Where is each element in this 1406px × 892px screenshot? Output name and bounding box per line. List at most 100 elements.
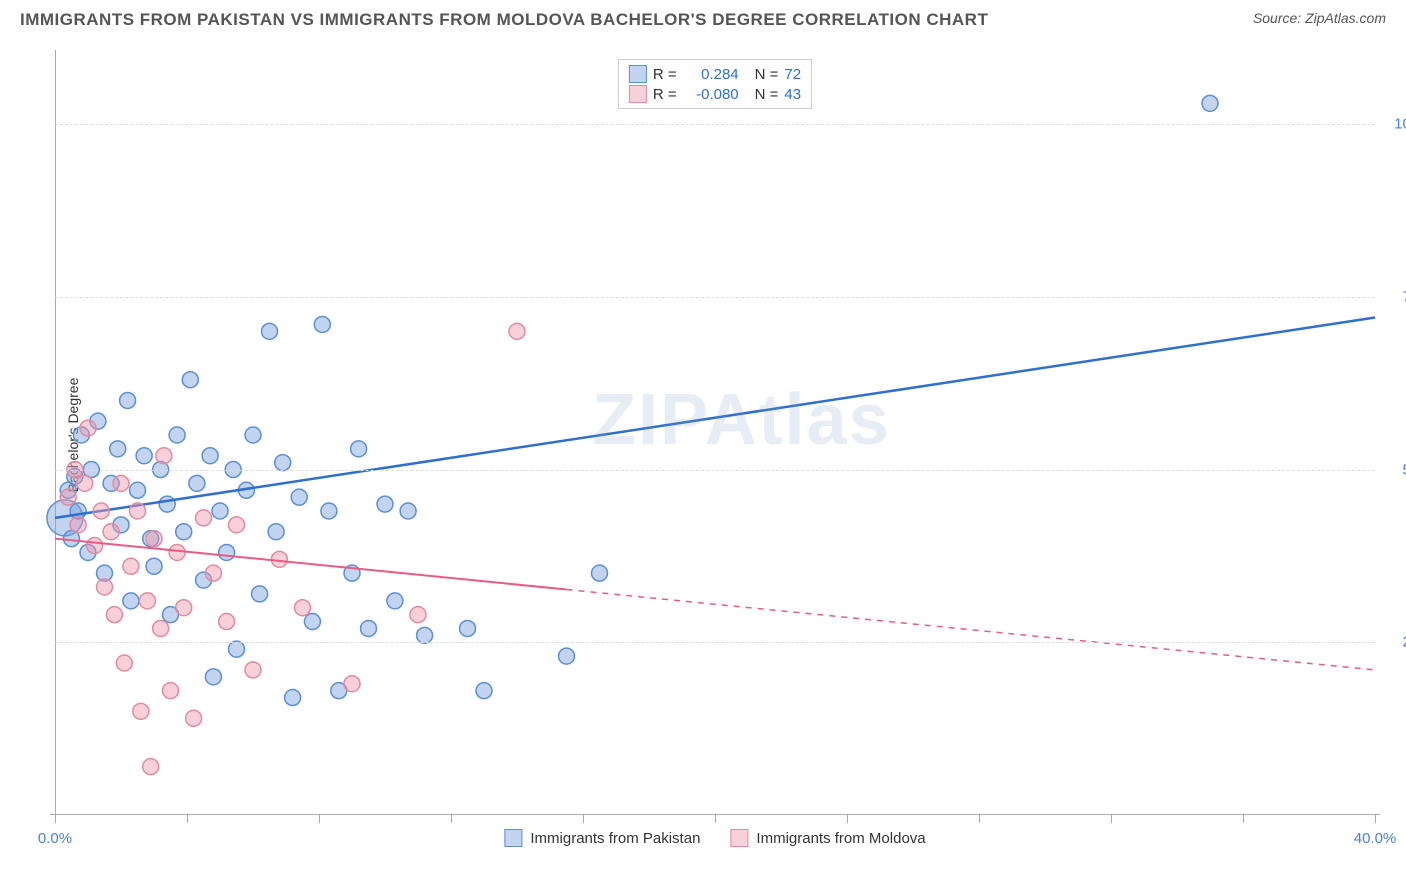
scatter-point-moldova — [410, 607, 426, 623]
legend-series-item: Immigrants from Moldova — [730, 829, 925, 847]
source-text: Source: ZipAtlas.com — [1253, 10, 1386, 26]
scatter-point-moldova — [106, 607, 122, 623]
scatter-point-pakistan — [476, 683, 492, 699]
scatter-point-pakistan — [219, 544, 235, 560]
x-tick — [1243, 815, 1244, 823]
scatter-point-pakistan — [130, 482, 146, 498]
scatter-point-moldova — [133, 703, 149, 719]
scatter-point-pakistan — [202, 448, 218, 464]
scatter-point-pakistan — [400, 503, 416, 519]
legend-swatch-pakistan — [629, 65, 647, 83]
legend-r-value: -0.080 — [683, 86, 739, 103]
legend-series-label: Immigrants from Pakistan — [530, 830, 700, 847]
scatter-point-pakistan — [275, 455, 291, 471]
scatter-point-moldova — [271, 551, 287, 567]
chart-container: Bachelor's Degree ZIPAtlas 25.0%50.0%75.… — [55, 55, 1375, 815]
plot-svg — [55, 55, 1375, 815]
scatter-point-pakistan — [314, 316, 330, 332]
scatter-point-pakistan — [159, 496, 175, 512]
title-bar: IMMIGRANTS FROM PAKISTAN VS IMMIGRANTS F… — [0, 0, 1406, 30]
scatter-point-pakistan — [189, 475, 205, 491]
x-tick — [1375, 815, 1376, 823]
trend-line-dashed-moldova — [567, 590, 1376, 670]
grid-line — [55, 297, 1375, 298]
x-tick — [55, 815, 56, 823]
scatter-point-moldova — [156, 448, 172, 464]
scatter-point-pakistan — [252, 586, 268, 602]
scatter-point-moldova — [130, 503, 146, 519]
plot-area: 25.0%50.0%75.0%100.0%0.0%40.0% — [55, 55, 1375, 815]
legend-series: Immigrants from Pakistan Immigrants from … — [504, 829, 925, 847]
legend-r-label: R = — [653, 86, 677, 103]
scatter-point-pakistan — [351, 441, 367, 457]
legend-swatch — [730, 829, 748, 847]
scatter-point-moldova — [116, 655, 132, 671]
source-label: Source: — [1253, 10, 1301, 26]
legend-r-value: 0.284 — [683, 66, 739, 83]
scatter-point-moldova — [87, 538, 103, 554]
legend-n-label: N = — [755, 66, 779, 83]
scatter-point-moldova — [245, 662, 261, 678]
scatter-point-moldova — [77, 475, 93, 491]
scatter-point-pakistan — [592, 565, 608, 581]
scatter-point-pakistan — [169, 427, 185, 443]
scatter-point-moldova — [196, 510, 212, 526]
scatter-point-moldova — [143, 759, 159, 775]
source-value: ZipAtlas.com — [1305, 10, 1386, 26]
scatter-point-moldova — [344, 676, 360, 692]
scatter-point-pakistan — [377, 496, 393, 512]
scatter-point-pakistan — [120, 392, 136, 408]
scatter-point-moldova — [205, 565, 221, 581]
scatter-point-pakistan — [559, 648, 575, 664]
x-tick — [187, 815, 188, 823]
scatter-point-moldova — [169, 544, 185, 560]
scatter-point-moldova — [80, 420, 96, 436]
legend-n-value: 43 — [784, 86, 801, 103]
scatter-point-moldova — [97, 579, 113, 595]
grid-line — [55, 470, 1375, 471]
x-tick — [979, 815, 980, 823]
scatter-point-pakistan — [291, 489, 307, 505]
scatter-point-pakistan — [205, 669, 221, 685]
legend-r-label: R = — [653, 66, 677, 83]
legend-correlation-row: R = 0.284 N = 72 — [629, 64, 801, 84]
legend-series-item: Immigrants from Pakistan — [504, 829, 700, 847]
x-tick — [847, 815, 848, 823]
scatter-point-pakistan — [285, 690, 301, 706]
x-tick — [451, 815, 452, 823]
y-tick-label: 100.0% — [1385, 116, 1406, 133]
scatter-point-moldova — [295, 600, 311, 616]
scatter-point-pakistan — [1202, 95, 1218, 111]
scatter-point-moldova — [153, 620, 169, 636]
scatter-point-pakistan — [136, 448, 152, 464]
scatter-point-pakistan — [268, 524, 284, 540]
x-tick-label: 40.0% — [1354, 830, 1397, 847]
chart-title: IMMIGRANTS FROM PAKISTAN VS IMMIGRANTS F… — [20, 10, 988, 30]
scatter-point-pakistan — [262, 323, 278, 339]
legend-n-value: 72 — [784, 66, 801, 83]
scatter-point-pakistan — [229, 641, 245, 657]
scatter-point-moldova — [146, 531, 162, 547]
trend-line-pakistan — [55, 318, 1375, 518]
scatter-point-moldova — [176, 600, 192, 616]
x-tick — [319, 815, 320, 823]
scatter-point-moldova — [113, 475, 129, 491]
y-tick-label: 50.0% — [1385, 461, 1406, 478]
scatter-point-pakistan — [321, 503, 337, 519]
grid-line — [55, 124, 1375, 125]
legend-correlation: R =0.284N =72R =-0.080N =43 — [618, 59, 812, 109]
scatter-point-pakistan — [110, 441, 126, 457]
scatter-point-moldova — [163, 683, 179, 699]
grid-line — [55, 642, 1375, 643]
x-tick — [583, 815, 584, 823]
scatter-point-moldova — [93, 503, 109, 519]
legend-swatch-moldova — [629, 85, 647, 103]
scatter-point-pakistan — [460, 620, 476, 636]
scatter-point-pakistan — [304, 614, 320, 630]
legend-series-label: Immigrants from Moldova — [756, 830, 925, 847]
scatter-point-moldova — [509, 323, 525, 339]
scatter-point-moldova — [70, 517, 86, 533]
legend-swatch — [504, 829, 522, 847]
scatter-point-pakistan — [176, 524, 192, 540]
scatter-point-pakistan — [212, 503, 228, 519]
